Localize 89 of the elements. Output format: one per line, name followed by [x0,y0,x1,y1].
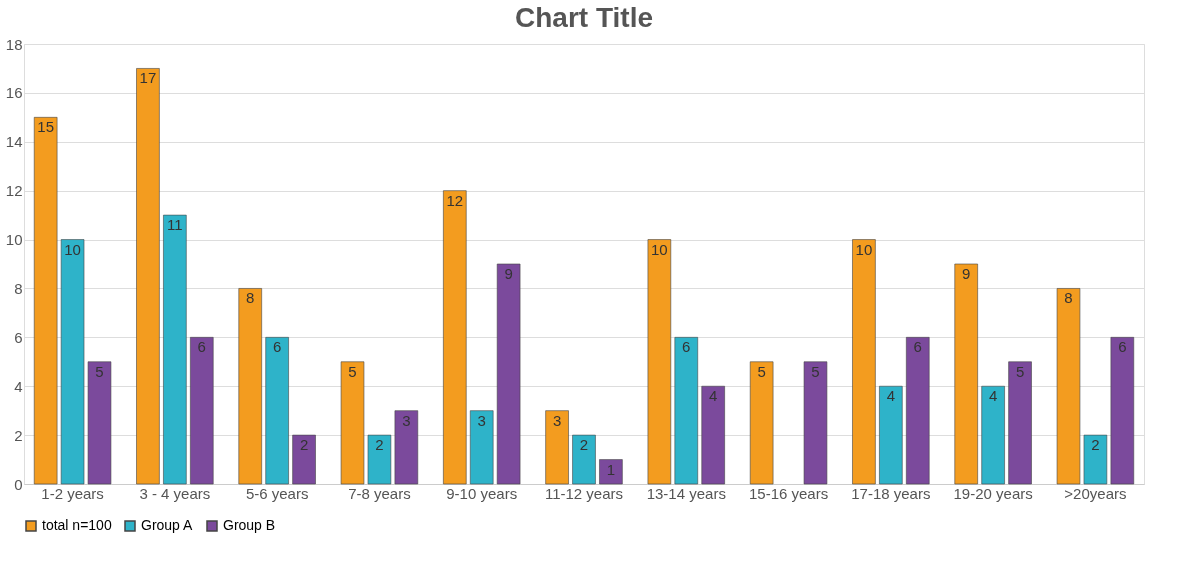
data-label: 6 [197,338,206,356]
data-label: 1 [606,460,616,478]
y-tick-label: 2 [14,426,23,444]
bar [1083,434,1108,485]
chart-title: Chart Title [515,2,653,33]
x-tick-label: 7-8 years [348,484,411,502]
data-label: 11 [167,216,183,234]
bar [60,239,85,485]
bar [33,117,58,485]
legend-label: Group B [223,517,276,533]
bar [394,410,419,485]
data-label: 6 [1118,338,1127,356]
bar [265,337,289,485]
bar [340,361,365,485]
bar [292,434,316,485]
legend-label: Group A [141,517,194,533]
bar [701,385,725,485]
y-tick-label: 10 [5,231,23,249]
bar [803,361,828,485]
data-label: 9 [962,265,971,282]
data-label: 5 [811,362,820,380]
data-label: 12 [446,191,464,209]
bar [469,410,494,485]
x-tick-label: >20years [1064,484,1127,502]
data-label: 5 [757,362,766,380]
bar [906,337,930,485]
data-label: 8 [1064,289,1073,307]
x-tick-label: 15-16 years [748,484,829,502]
y-tick-label: 16 [5,84,23,102]
bar [163,214,187,485]
y-tick-label: 6 [14,328,23,346]
x-tick-label: 19-20 years [953,484,1033,502]
data-label: 17 [139,69,157,87]
x-tick-label: 9-10 years [446,484,518,502]
y-tick-label: 18 [5,35,23,53]
bar [367,434,392,485]
bar [238,288,262,485]
bar [496,263,521,485]
data-label: 10 [64,240,81,258]
x-tick-label: 1-2 years [41,484,104,502]
y-tick-label: 12 [5,182,23,200]
bar [647,239,672,485]
bar [87,361,112,485]
bar [852,239,876,485]
bar [1056,288,1081,485]
data-label: 9 [504,265,513,282]
x-tick-label: 11-12 years [544,484,624,502]
y-tick-label: 8 [14,279,23,297]
data-label: 2 [579,436,589,454]
data-label: 15 [37,118,55,136]
y-tick-label: 14 [5,133,23,151]
data-label: 6 [913,338,922,356]
data-label: 3 [477,411,486,429]
data-label: 2 [299,436,309,454]
data-label: 5 [1015,362,1025,380]
bar [190,337,214,485]
data-label: 2 [375,436,384,454]
bar [749,361,774,485]
data-label: 2 [1091,436,1100,454]
x-tick-label: 3 - 4 years [139,484,211,502]
legend-label: total n=100 [42,517,112,533]
x-tick-label: 17-18 years [851,484,931,502]
data-label: 10 [651,240,668,258]
x-tick-label: 5-6 years [245,484,309,502]
bar [1008,361,1032,485]
y-tick-label: 4 [14,377,23,395]
data-label: 5 [95,362,104,380]
data-label: 4 [709,387,718,405]
bar [879,385,903,485]
bar [572,434,596,485]
bar [981,385,1005,485]
bar [954,263,978,485]
data-label: 8 [246,289,255,307]
bar [545,410,569,485]
bar [599,459,623,485]
data-label: 3 [402,411,411,429]
bar [136,68,160,485]
data-label: 10 [855,240,873,258]
data-label: 6 [682,338,691,356]
y-tick-label: 0 [14,475,23,493]
data-label: 4 [988,387,998,405]
bar [443,190,467,485]
data-label: 4 [886,387,896,405]
data-label: 5 [348,362,357,380]
x-tick-label: 13-14 years [646,484,726,502]
bar [674,337,699,485]
data-label: 3 [552,411,562,429]
bar [1110,337,1135,485]
data-label: 6 [272,338,282,356]
